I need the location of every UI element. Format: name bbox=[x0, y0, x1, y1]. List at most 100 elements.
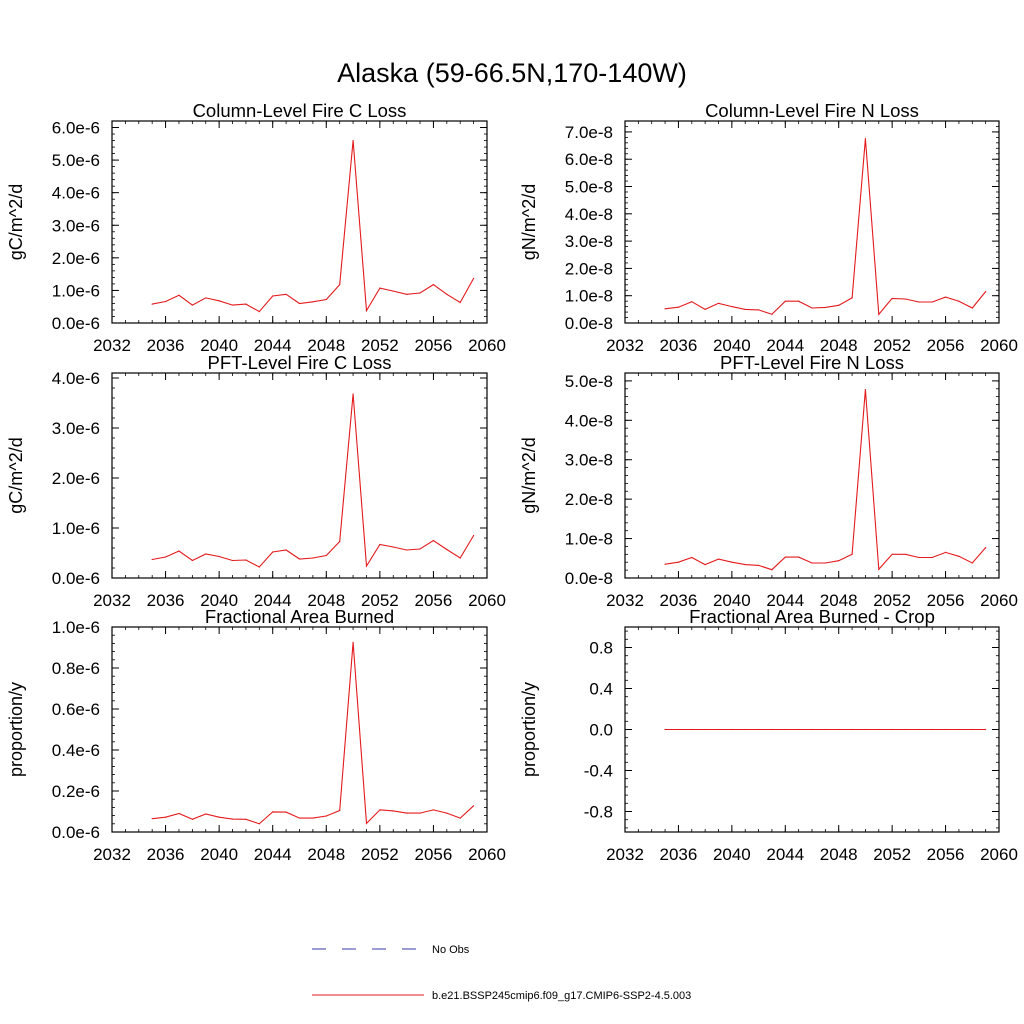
data-point bbox=[704, 308, 706, 310]
data-point bbox=[931, 728, 933, 731]
data-point bbox=[459, 301, 461, 304]
data-point bbox=[851, 297, 853, 299]
data-point bbox=[178, 550, 180, 552]
data-point bbox=[784, 300, 786, 302]
x-tick-label: 2040 bbox=[713, 336, 751, 355]
data-point bbox=[851, 728, 853, 731]
data-point bbox=[312, 301, 314, 303]
figure-title: Alaska (59-66.5N,170-140W) bbox=[337, 58, 687, 88]
y-tick-label: 4.0e-8 bbox=[565, 411, 613, 430]
x-tick-label: 2060 bbox=[468, 591, 506, 610]
data-point bbox=[878, 313, 880, 315]
y-tick-label: 7.0e-8 bbox=[565, 123, 613, 142]
data-point bbox=[904, 553, 907, 555]
y-tick-label: 0.0e-8 bbox=[565, 569, 613, 588]
x-tick-label: 2048 bbox=[820, 336, 858, 355]
y-tick-label: 0.0e-6 bbox=[52, 569, 100, 588]
data-point bbox=[691, 728, 693, 731]
data-point bbox=[205, 553, 207, 555]
x-tick-label: 2044 bbox=[766, 845, 804, 864]
y-tick-label: 6.0e-6 bbox=[52, 119, 100, 138]
y-tick-label: 5.0e-8 bbox=[565, 178, 613, 197]
data-point bbox=[944, 728, 947, 731]
data-point bbox=[406, 812, 408, 814]
x-tick-label: 2056 bbox=[415, 845, 453, 864]
y-axis-label: gN/m^2/d bbox=[519, 184, 539, 260]
data-point bbox=[771, 313, 773, 315]
data-point bbox=[677, 728, 680, 731]
data-point bbox=[757, 309, 760, 311]
y-tick-label: 3.0e-6 bbox=[52, 419, 100, 438]
x-tick-label: 2044 bbox=[766, 336, 804, 355]
data-point bbox=[944, 551, 947, 553]
data-point bbox=[958, 555, 960, 557]
data-point bbox=[205, 297, 207, 299]
x-tick-label: 2044 bbox=[254, 591, 292, 610]
y-tick-label: 1.0e-6 bbox=[52, 519, 100, 538]
data-point bbox=[339, 809, 341, 812]
panel-title: PFT-Level Fire N Loss bbox=[720, 352, 904, 373]
chart-panel-4: PFT-Level Fire N Loss 2032 2036 2040 2044 204… bbox=[519, 352, 1018, 610]
data-point bbox=[731, 306, 733, 308]
data-point bbox=[258, 823, 260, 825]
y-tick-label: 3.0e-6 bbox=[52, 216, 100, 235]
data-point bbox=[298, 558, 301, 560]
y-tick-label: 1.0e-8 bbox=[565, 530, 613, 549]
data-point bbox=[918, 556, 920, 559]
y-tick-label: 0.4 bbox=[589, 680, 613, 699]
data-point bbox=[824, 728, 826, 731]
data-point bbox=[419, 812, 421, 814]
y-tick-label: 0.2e-6 bbox=[52, 782, 100, 801]
data-point bbox=[379, 287, 381, 289]
x-tick-label: 2056 bbox=[927, 845, 965, 864]
data-point bbox=[231, 818, 234, 820]
data-point bbox=[931, 556, 933, 559]
data-point bbox=[731, 561, 733, 563]
x-tick-label: 2040 bbox=[713, 591, 751, 610]
x-tick-label: 2048 bbox=[820, 591, 858, 610]
plot-frame bbox=[111, 372, 488, 579]
x-tick-label: 2052 bbox=[361, 336, 399, 355]
data-point bbox=[664, 308, 666, 310]
x-tick-label: 2036 bbox=[660, 591, 698, 610]
y-tick-label: 2.0e-8 bbox=[565, 490, 613, 509]
data-point bbox=[178, 294, 180, 296]
series-line-1 bbox=[152, 393, 475, 568]
data-point bbox=[298, 817, 301, 819]
panel-title: PFT-Level Fire C Loss bbox=[207, 352, 391, 373]
data-point bbox=[446, 812, 448, 814]
data-point bbox=[352, 393, 354, 395]
data-point bbox=[864, 388, 867, 391]
data-point bbox=[798, 556, 800, 558]
data-point bbox=[838, 560, 840, 562]
data-point bbox=[285, 293, 287, 295]
data-point bbox=[432, 539, 435, 542]
data-point bbox=[944, 296, 947, 298]
y-tick-label: 5.0e-8 bbox=[565, 372, 613, 391]
plot-frame bbox=[624, 120, 1000, 324]
x-tick-label: 2052 bbox=[873, 845, 911, 864]
x-tick-label: 2052 bbox=[873, 336, 911, 355]
data-point bbox=[164, 556, 167, 558]
y-tick-label: 3.0e-8 bbox=[565, 232, 613, 251]
panel-title: Fractional Area Burned bbox=[205, 606, 394, 627]
data-point bbox=[771, 728, 773, 731]
data-point bbox=[191, 559, 193, 562]
data-point bbox=[379, 809, 381, 811]
y-tick-label: 0.0e-8 bbox=[565, 314, 613, 333]
data-point bbox=[891, 553, 893, 555]
data-point bbox=[878, 728, 880, 731]
data-point bbox=[744, 728, 746, 731]
data-point bbox=[717, 302, 720, 304]
data-point bbox=[392, 290, 394, 292]
y-tick-label: 0.8 bbox=[589, 639, 613, 658]
y-tick-label: 4.0e-6 bbox=[52, 184, 100, 203]
data-point bbox=[392, 546, 394, 548]
y-tick-label: 2.0e-8 bbox=[565, 259, 613, 278]
data-point bbox=[191, 818, 193, 820]
chart-panel-2: Column-Level Fire N Loss 2032 2036 2040 2044… bbox=[519, 100, 1018, 355]
data-point bbox=[392, 810, 394, 812]
data-point bbox=[258, 310, 260, 313]
data-point bbox=[459, 817, 461, 819]
